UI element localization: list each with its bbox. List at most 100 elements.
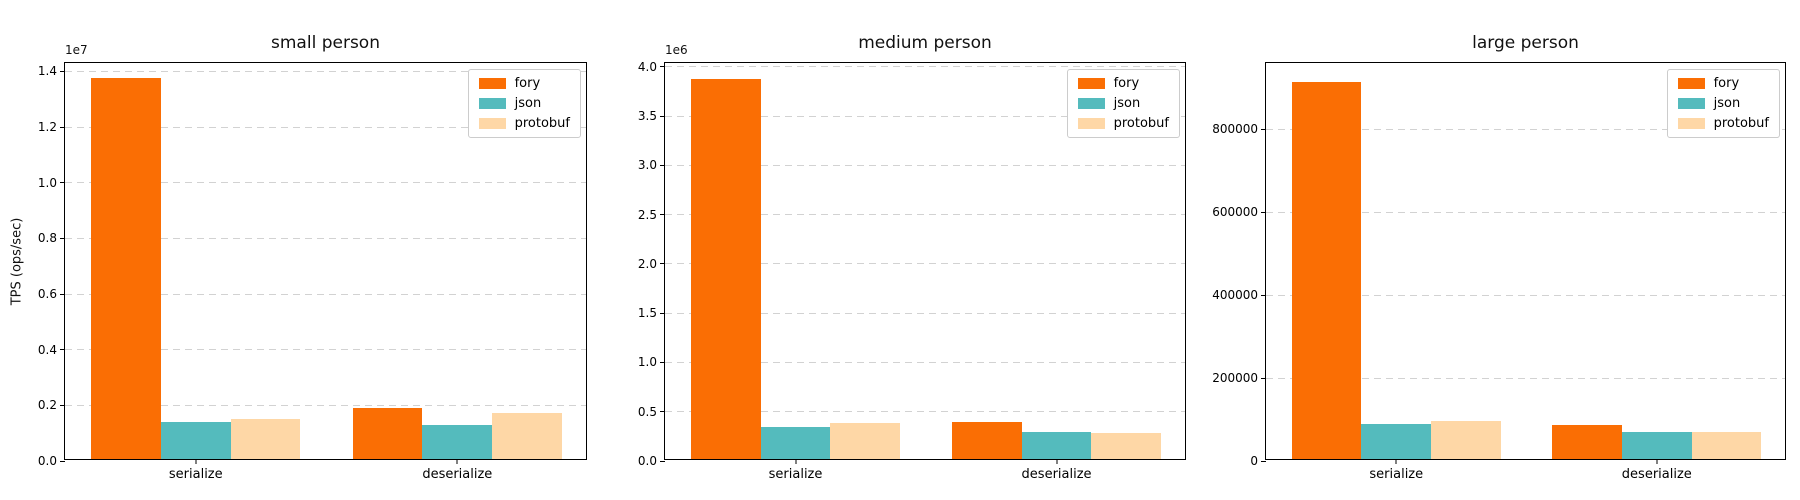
x-tick-label: serialize (168, 467, 223, 482)
y-tick-label: 1.5 (637, 306, 657, 321)
y-tick-label: 1.0 (637, 355, 657, 370)
gridline (665, 312, 1185, 314)
x-tick-mark (1056, 459, 1058, 464)
x-tick-label: serialize (1369, 467, 1424, 482)
y-tick-mark (1261, 460, 1266, 462)
y-tick-label: 1.4 (37, 64, 57, 79)
legend-swatch-fory (478, 78, 506, 89)
legend: fory json protobuf (467, 69, 581, 138)
bar-fory-deserialize (1552, 425, 1623, 459)
legend-swatch-json (478, 98, 506, 109)
legend-swatch-json (1077, 98, 1105, 109)
bar-json-deserialize (422, 425, 493, 459)
chart-title: small person (271, 33, 380, 53)
y-tick-mark (660, 361, 665, 363)
y-tick-label: 0.6 (37, 287, 57, 301)
bar-protobuf-deserialize (1091, 432, 1162, 459)
y-tick-mark (60, 70, 65, 72)
chart-title: medium person (858, 33, 992, 53)
chart-title: large person (1472, 33, 1579, 53)
gridline (665, 263, 1185, 265)
y-tick-mark (60, 126, 65, 128)
bar-fory-serialize (1291, 81, 1362, 459)
y-axis-offset-label: 1e6 (665, 43, 688, 57)
y-tick-mark (1261, 377, 1266, 379)
gridline (665, 66, 1185, 68)
bar-fory-serialize (91, 78, 161, 459)
bar-fory-serialize (691, 78, 761, 459)
legend-item-protobuf: protobuf (478, 116, 570, 131)
panel-large-person: large person fory json protobuf 0 200000 4… (1212, 33, 1786, 482)
x-tick-mark (1656, 459, 1658, 464)
gridline (1266, 377, 1785, 379)
y-tick-label: 0.8 (37, 231, 57, 246)
y-tick-label: 3.0 (637, 158, 657, 173)
bar-protobuf-serialize (230, 418, 301, 459)
y-tick-mark (1261, 128, 1266, 130)
legend-label: protobuf (514, 116, 570, 131)
panel-small-person: small person 1e7 TPS (ops/sec) fory json… (10, 33, 587, 482)
legend-item-json: json (478, 96, 570, 111)
gridline (65, 126, 586, 128)
legend-label: json (1113, 96, 1141, 111)
gridline (665, 361, 1185, 363)
x-tick-label: serialize (768, 467, 823, 482)
y-tick-mark (60, 237, 65, 239)
bar-json-deserialize (1622, 431, 1692, 459)
legend-item-fory: fory (478, 76, 570, 91)
y-tick-label: 0.5 (637, 404, 657, 419)
legend-item-fory: fory (1677, 76, 1769, 91)
legend-item-protobuf: protobuf (1077, 116, 1169, 131)
legend-label: protobuf (1713, 116, 1769, 131)
legend-item-json: json (1677, 97, 1769, 110)
y-tick-mark (660, 411, 665, 413)
gridline (1266, 128, 1785, 130)
legend-swatch-fory (1077, 78, 1105, 89)
x-tick-mark (195, 459, 197, 464)
bar-protobuf-deserialize (1691, 432, 1762, 459)
panel-medium-person: medium person 1e6 fory json protobuf 0.0… (638, 33, 1186, 482)
x-tick-mark (795, 459, 797, 464)
y-tick-mark (660, 164, 665, 166)
y-tick-label: 1.2 (37, 120, 57, 134)
plot-area: fory json protobuf 0.0 0.5 1.0 1.5 2.0 2.5 3.0… (638, 60, 1186, 482)
legend: fory json protobuf (1066, 69, 1180, 138)
legend-label: json (514, 96, 542, 111)
y-tick-label: 0.0 (637, 454, 657, 468)
legend-label: fory (1713, 76, 1740, 91)
x-tick-label: deserialize (1021, 467, 1092, 482)
gridline (665, 214, 1185, 216)
y-tick-mark (60, 349, 65, 351)
y-tick-label: 400000 (1212, 288, 1258, 303)
y-tick-mark (660, 66, 665, 68)
y-tick-label: 2.5 (637, 207, 657, 222)
gridline (65, 349, 586, 351)
bar-json-serialize (760, 426, 831, 459)
gridline (65, 182, 586, 184)
legend-label: protobuf (1113, 116, 1169, 131)
y-tick-mark (1261, 211, 1266, 213)
y-tick-mark (660, 115, 665, 117)
y-tick-label: 3.5 (637, 109, 657, 124)
legend-swatch-json (1677, 98, 1705, 109)
y-tick-mark (660, 312, 665, 314)
y-tick-label: 4.0 (637, 59, 657, 74)
y-tick-label: 600000 (1212, 205, 1258, 220)
y-tick-label: 200000 (1212, 371, 1258, 386)
x-tick-label: deserialize (1621, 467, 1692, 482)
gridline (65, 237, 586, 239)
legend-item-fory: fory (1077, 77, 1169, 90)
bar-json-serialize (1361, 424, 1432, 459)
gridline (665, 411, 1185, 413)
y-tick-mark (60, 460, 65, 462)
legend-swatch-protobuf (1077, 118, 1105, 129)
gridline (65, 70, 586, 72)
gridline (65, 404, 586, 406)
bar-json-serialize (160, 422, 231, 459)
legend-label: fory (514, 76, 541, 91)
y-tick-mark (660, 460, 665, 462)
legend-swatch-protobuf (478, 118, 506, 129)
y-tick-mark (60, 182, 65, 184)
y-tick-label: 0 (1250, 454, 1258, 468)
bar-fory-deserialize (952, 421, 1022, 459)
